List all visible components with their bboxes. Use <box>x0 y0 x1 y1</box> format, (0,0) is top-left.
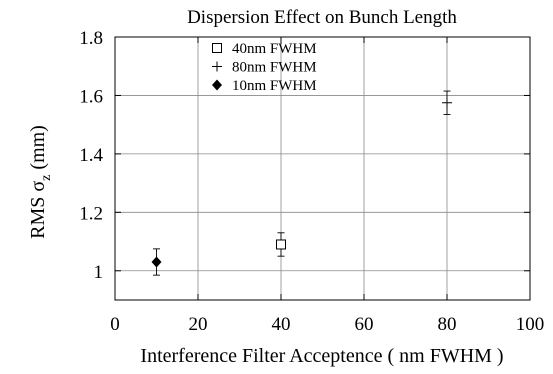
legend-label: 80nm FWHM <box>232 60 317 76</box>
y-axis-title: RMS σz (mm) <box>27 125 54 239</box>
legend-marker <box>212 43 222 53</box>
data-point <box>276 239 286 250</box>
x-tick-label: 80 <box>438 314 457 335</box>
y-axis-title-subscript: z <box>39 175 54 181</box>
y-tick-label: 1.4 <box>79 145 103 166</box>
x-tick-label: 0 <box>110 314 120 335</box>
grid-layer <box>115 37 530 300</box>
legend: 40nm FWHM 80nm FWHM 10nm FWHM <box>212 41 317 94</box>
chart-title: Dispersion Effect on Bunch Length <box>187 7 457 28</box>
data-point <box>151 256 162 268</box>
x-tick-label: 60 <box>355 314 374 335</box>
data-point <box>442 97 452 108</box>
y-axis-title-main: RMS σ <box>27 181 49 239</box>
x-axis-title: Interference Filter Acceptence ( nm FWHM… <box>140 345 503 367</box>
y-tick-labels: 1 1.2 1.4 1.6 1.8 <box>79 28 103 283</box>
x-tick-label: 40 <box>272 314 291 335</box>
y-axis-title-unit: (mm) <box>27 125 49 174</box>
y-tick-label: 1.8 <box>79 28 103 49</box>
data-layer <box>151 90 452 276</box>
x-tick-label: 20 <box>189 314 208 335</box>
legend-marker <box>212 61 222 72</box>
y-tick-label: 1 <box>94 262 104 283</box>
plot-frame <box>114 36 531 301</box>
tick-layer <box>114 36 531 300</box>
x-tick-label: 100 <box>516 314 545 335</box>
legend-label: 10nm FWHM <box>232 78 317 94</box>
x-tick-labels: 0 20 40 60 80 100 <box>110 314 544 335</box>
legend-label: 40nm FWHM <box>232 41 317 57</box>
y-tick-label: 1.6 <box>79 86 103 107</box>
legend-marker <box>212 79 222 91</box>
y-tick-label: 1.2 <box>79 203 103 224</box>
